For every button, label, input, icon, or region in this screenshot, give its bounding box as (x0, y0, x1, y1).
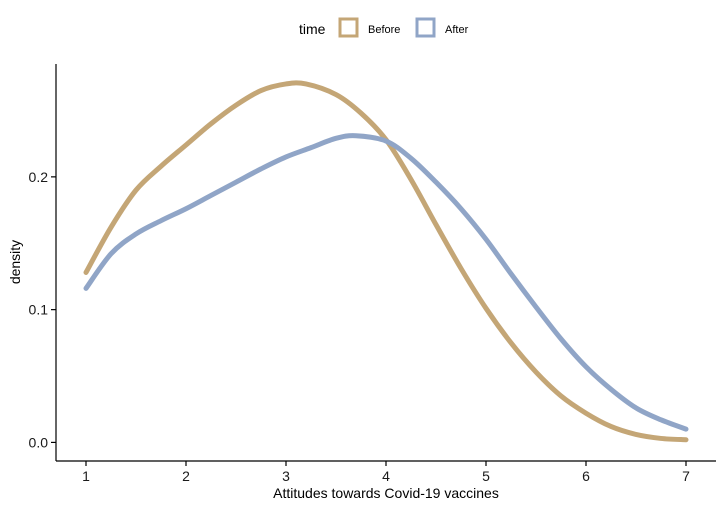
x-tick-label: 7 (682, 468, 690, 484)
series-line-after (83, 133, 689, 432)
x-tick-label: 5 (482, 468, 490, 484)
axes: 1 2 3 4 5 6 7 0.0 0.1 0.2 (29, 64, 716, 484)
x-tick-label: 3 (282, 468, 290, 484)
y-tick-label: 0.0 (29, 434, 49, 450)
x-tick-label: 6 (582, 468, 590, 484)
series-line-before (83, 80, 689, 443)
x-tick-label: 1 (82, 468, 90, 484)
legend-label-after: After (445, 24, 469, 36)
y-tick-label: 0.2 (29, 169, 49, 185)
x-tick-label: 2 (182, 468, 190, 484)
legend-label-before: Before (368, 24, 400, 36)
legend-key-before (338, 17, 359, 38)
x-ticks: 1 2 3 4 5 6 7 (82, 461, 690, 484)
y-ticks: 0.0 0.1 0.2 (29, 169, 56, 450)
legend: time Before After (299, 17, 469, 38)
y-axis-title: density (7, 240, 23, 284)
x-axis-title: Attitudes towards Covid-19 vaccines (273, 485, 499, 501)
legend-title: time (299, 21, 326, 37)
legend-key-after (415, 17, 436, 38)
plot-lines (83, 80, 689, 443)
x-tick-label: 4 (382, 468, 390, 484)
y-tick-label: 0.1 (29, 302, 49, 318)
